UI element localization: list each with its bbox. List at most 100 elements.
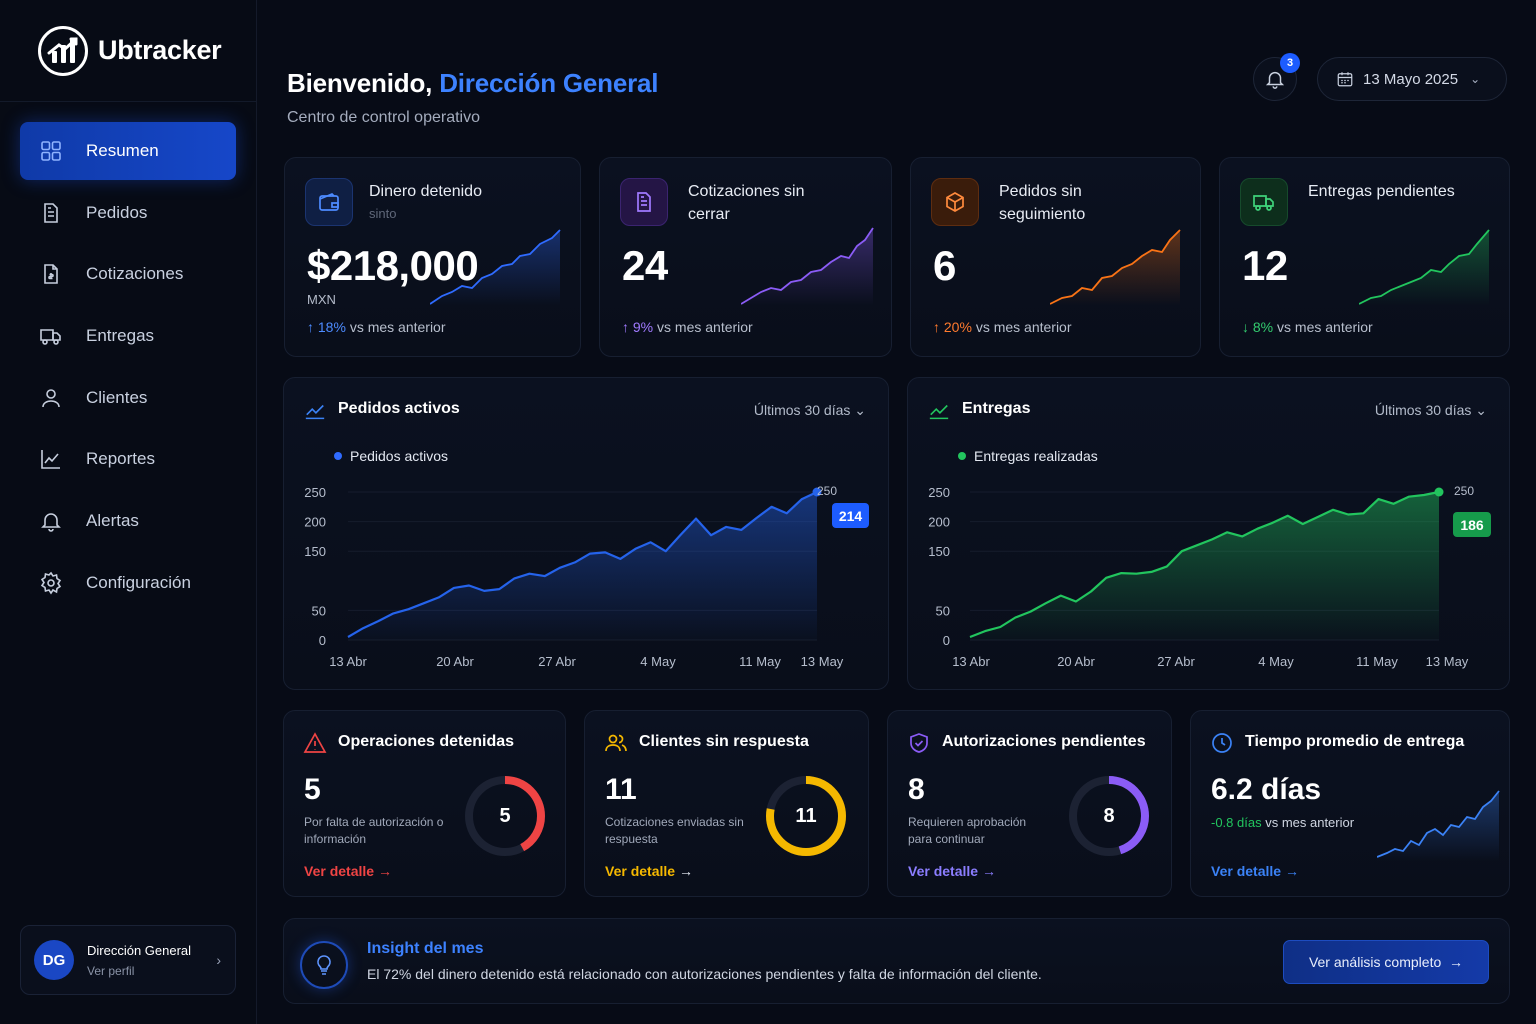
kpi-trend: ↑ 20% vs mes anterior	[933, 319, 1072, 335]
sparkline	[430, 229, 561, 306]
profile-card[interactable]: DG Dirección General Ver perfil ›	[20, 925, 236, 995]
x-tick-label: 4 May	[640, 654, 676, 669]
chevron-down-icon: ⌄	[854, 402, 866, 418]
progress-ring	[766, 776, 846, 856]
grid-icon	[38, 138, 64, 164]
wallet-icon	[305, 178, 353, 226]
y-tick-label: 200	[304, 515, 326, 530]
kpi-card-entregas[interactable]: Entregas pendientes 12 ↓ 8% vs mes anter…	[1219, 157, 1510, 357]
kpi-trend: ↑ 9% vs mes anterior	[622, 319, 753, 335]
series-end-point	[812, 487, 822, 497]
x-tick-label: 20 Abr	[1057, 654, 1095, 669]
arrow-up-icon: ↑	[933, 319, 944, 335]
x-tick-label: 20 Abr	[436, 654, 474, 669]
arrow-right-icon: →	[981, 863, 996, 879]
avatar: DG	[34, 940, 74, 980]
x-tick-label: 27 Abr	[538, 654, 576, 669]
end-value-label: 250	[1454, 484, 1475, 498]
ver-detalle-link[interactable]: Ver detalle →	[908, 863, 996, 879]
status-card-autorizaciones: Autorizaciones pendientes 8 Requieren ap…	[887, 710, 1172, 897]
y-tick-label: 0	[943, 633, 950, 648]
page-subtitle: Centro de control operativo	[287, 109, 480, 126]
ver-detalle-link[interactable]: Ver detalle →	[304, 863, 392, 879]
sidebar-item-clientes[interactable]: Clientes	[20, 369, 236, 427]
logo-icon	[38, 25, 88, 76]
link-label: Ver detalle	[908, 863, 979, 879]
kpi-card-dinero[interactable]: Dinero detenido sinto $218,000 MXN ↑ 18%…	[284, 157, 581, 357]
entregas-chart: 0 50 150 200 250 13 Abr 20 Abr 27 Abr 4 May 11 Ma…	[928, 485, 1469, 669]
kpi-value: 12	[1242, 242, 1288, 289]
ver-detalle-link[interactable]: Ver detalle →	[1211, 863, 1299, 879]
series-line	[969, 490, 1440, 639]
quote-document-icon	[38, 261, 64, 287]
sidebar-item-pedidos[interactable]: Pedidos	[20, 184, 236, 242]
chevron-right-icon: ›	[216, 952, 221, 968]
warning-icon	[303, 731, 327, 755]
delta-value: -0.8 días	[1211, 815, 1262, 830]
full-analysis-button[interactable]: Ver análisis completo →	[1283, 940, 1489, 984]
ring-value: 5	[499, 804, 511, 827]
legend-label: Pedidos activos	[350, 448, 449, 464]
shield-check-icon	[907, 731, 931, 755]
card-value: 8	[908, 773, 925, 806]
sidebar-item-entregas[interactable]: Entregas	[20, 307, 236, 365]
y-tick-label: 0	[319, 633, 326, 648]
sidebar-item-configuracion[interactable]: Configuración	[20, 554, 236, 612]
ver-detalle-link[interactable]: Ver detalle →	[605, 863, 693, 879]
card-title: Tiempo promedio de entrega	[1245, 733, 1465, 750]
card-description: Cotizaciones enviadas sin respuesta	[605, 815, 744, 846]
arrow-right-icon: →	[1284, 863, 1299, 879]
insight-text: El 72% del dinero detenido está relacion…	[367, 966, 1042, 982]
kpi-trend-pct: 9%	[632, 319, 654, 335]
chart-legend: Entregas realizadas	[958, 448, 1098, 464]
y-tick-label: 250	[928, 485, 950, 500]
sidebar-item-alertas[interactable]: Alertas	[20, 492, 236, 550]
sidebar-item-label: Clientes	[86, 387, 148, 407]
y-tick-label: 250	[304, 485, 326, 500]
chart-card-pedidos: Pedidos activos Últimos 30 días ⌄ Pedido…	[283, 377, 889, 690]
range-dropdown[interactable]: Últimos 30 días ⌄	[1375, 402, 1487, 419]
calendar-icon	[1337, 72, 1353, 87]
truck-icon	[1240, 178, 1288, 226]
series-end-point	[1434, 487, 1444, 497]
x-tick-label: 11 May	[739, 654, 781, 669]
brand[interactable]: Ubtracker	[0, 0, 256, 102]
sidebar-item-resumen[interactable]: Resumen	[20, 122, 236, 180]
kpi-trend-pct: 8%	[1252, 319, 1274, 335]
kpi-unit: MXN	[307, 292, 336, 307]
kpi-card-cotizaciones[interactable]: Cotizaciones sin cerrar 24 ↑ 9% vs mes a…	[599, 157, 892, 357]
arrow-right-icon: →	[377, 863, 392, 879]
profile-link[interactable]: Ver perfil	[87, 963, 135, 978]
series-area	[348, 492, 817, 640]
sidebar-item-reportes[interactable]: Reportes	[20, 430, 236, 488]
button-label: Ver análisis completo	[1308, 954, 1442, 970]
kpi-card-pedidos[interactable]: Pedidos sin seguimiento 6 ↑ 20% vs mes a…	[910, 157, 1201, 357]
kpi-trend-text: vs mes anterior	[1277, 319, 1373, 335]
sidebar-item-cotizaciones[interactable]: Cotizaciones	[20, 245, 236, 303]
sparkline	[741, 227, 874, 306]
date-selector[interactable]: 13 Mayo 2025 ⌄	[1317, 57, 1507, 101]
current-value-badge: 214	[832, 503, 869, 528]
range-label: Últimos 30 días	[753, 402, 851, 418]
range-label: Últimos 30 días	[1374, 402, 1472, 418]
pedidos-chart: 0 50 150 200 250 13 Abr 20 Abr 27 Abr 4 May 11 Ma…	[304, 485, 844, 669]
card-description: Requieren aprobación para continuar	[908, 815, 1027, 846]
ring-value: 11	[795, 804, 817, 827]
sidebar-item-label: Entregas	[86, 326, 155, 346]
progress-ring	[1069, 776, 1149, 856]
kpi-title: Cotizaciones sin cerrar	[688, 183, 805, 223]
status-card-operaciones: Operaciones detenidas 5 Por falta de aut…	[283, 710, 566, 897]
card-title: Clientes sin respuesta	[639, 733, 809, 750]
sidebar-nav: Resumen Pedidos Cotizaciones Entregas Cl…	[0, 102, 256, 612]
users-icon	[604, 731, 628, 755]
user-icon	[38, 385, 64, 411]
sidebar: Ubtracker Resumen Pedidos Cotizaciones E…	[0, 0, 257, 1024]
range-dropdown[interactable]: Últimos 30 días ⌄	[754, 402, 866, 419]
legend-dot	[958, 452, 966, 460]
lightbulb-icon	[300, 941, 348, 989]
kpi-title: Entregas pendientes	[1308, 183, 1455, 200]
greeting: Bienvenido,	[287, 68, 440, 98]
card-value: 6.2 días	[1211, 773, 1322, 806]
bell-icon	[38, 508, 64, 534]
x-tick-label: 13 May	[1426, 654, 1469, 669]
